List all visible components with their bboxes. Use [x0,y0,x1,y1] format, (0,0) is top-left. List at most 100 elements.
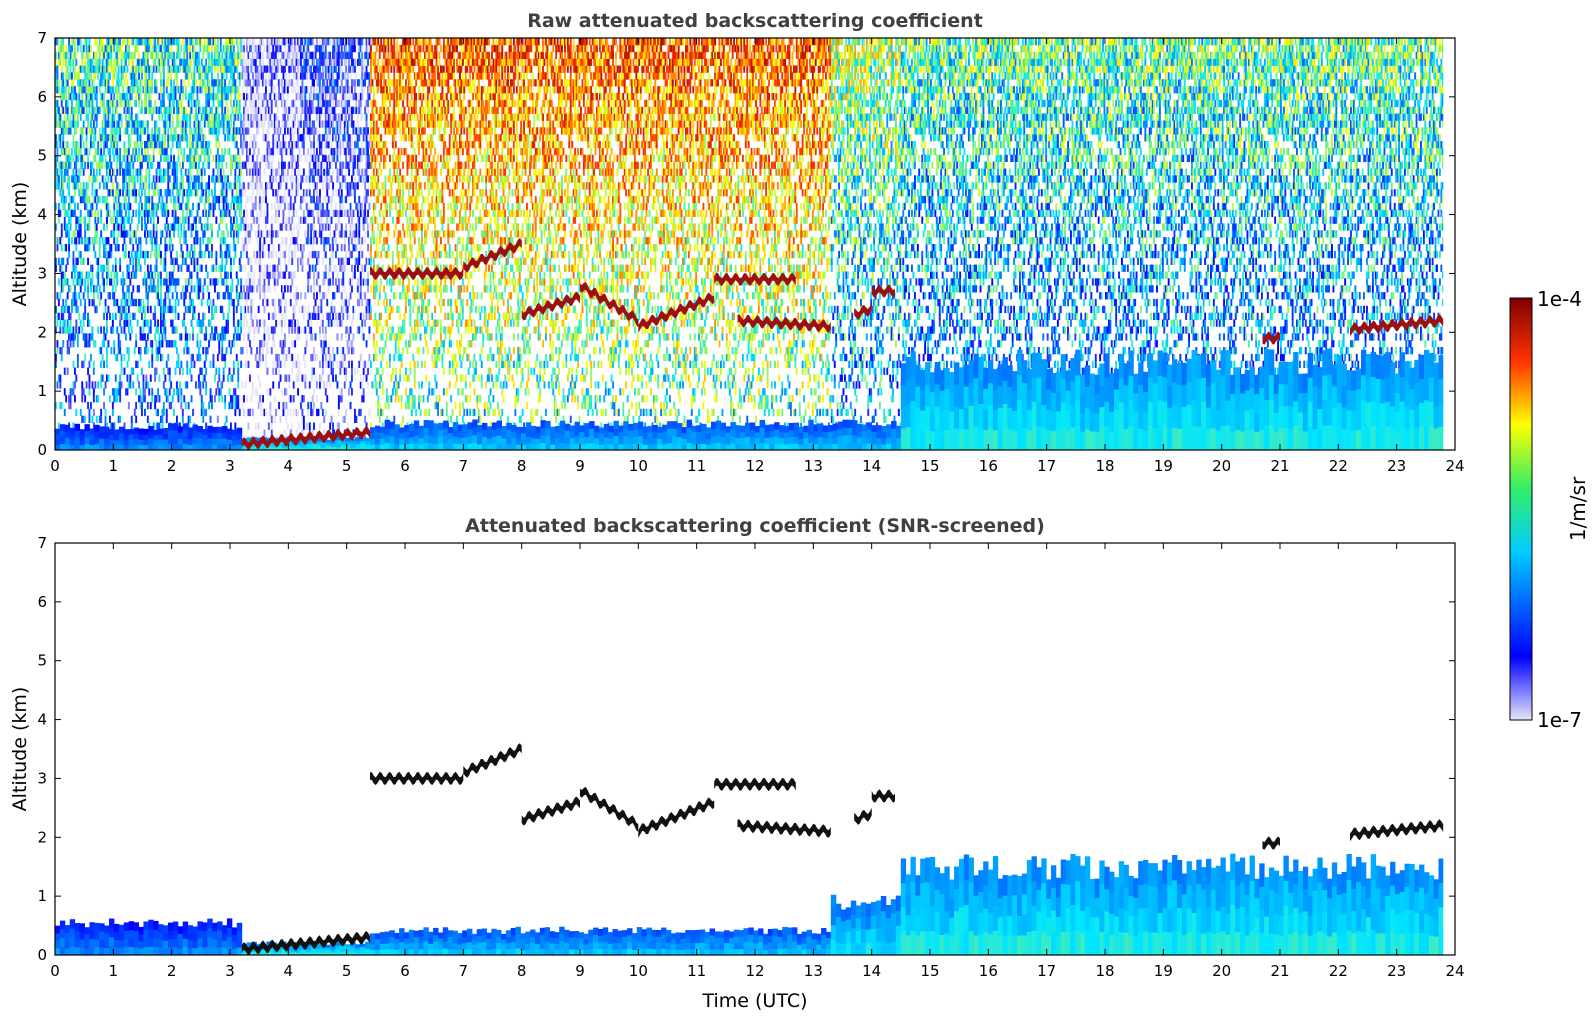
y-tick-label: 7 [37,534,47,552]
x-tick-label: 16 [979,962,998,980]
x-tick-label: 3 [225,457,235,475]
x-tick-label: 20 [1212,457,1231,475]
cloud-layer-5 [638,798,714,839]
x-tick-label: 7 [459,457,469,475]
cloud-layer-9 [872,789,895,803]
cloud-layer-4 [580,282,638,327]
colorbar: 1e-4 1e-7 1/m/sr [1510,287,1590,732]
x-tick-label: 19 [1154,962,1173,980]
raw-panel-title: Raw attenuated backscattering coefficien… [527,10,983,32]
cloud-layer-7 [738,819,831,837]
x-tick-label: 11 [687,962,706,980]
no-data-region [1443,543,1455,955]
x-tick-label: 12 [745,962,764,980]
x-tick-label: 23 [1387,457,1406,475]
x-tick-label: 6 [400,457,410,475]
x-tick-label: 21 [1270,962,1289,980]
snr-y-axis-label: Altitude (km) [9,687,31,812]
x-tick-label: 8 [517,457,527,475]
x-tick-label: 18 [1095,962,1114,980]
background-layer-0 [55,423,242,450]
y-tick-label: 0 [37,946,47,964]
snr-panel-title: Attenuated backscattering coefficient (S… [465,515,1045,537]
x-tick-label: 4 [284,457,294,475]
x-tick-label: 13 [804,962,823,980]
x-tick-label: 22 [1329,962,1348,980]
x-tick-label: 9 [575,962,585,980]
x-tick-label: 20 [1212,962,1231,980]
x-tick-label: 24 [1445,962,1464,980]
cloud-layer-2 [463,743,521,777]
background-layer-2 [370,927,831,956]
x-tick-label: 6 [400,962,410,980]
background-layer-4 [901,854,1444,956]
y-tick-label: 3 [37,264,47,282]
x-tick-label: 19 [1154,457,1173,475]
x-tick-label: 17 [1037,962,1056,980]
y-tick-label: 4 [37,711,47,729]
y-tick-label: 2 [37,828,47,846]
x-tick-label: 10 [629,457,648,475]
x-tick-label: 2 [167,457,177,475]
x-tick-label: 2 [167,962,177,980]
x-tick-label: 3 [225,962,235,980]
x-tick-label: 21 [1270,457,1289,475]
raw-backscatter-panel: Raw attenuated backscattering coefficien… [9,10,1465,475]
x-tick-label: 14 [862,457,881,475]
cloud-layer-4 [580,787,638,832]
x-tick-label: 15 [920,457,939,475]
x-tick-label: 5 [342,962,352,980]
raw-heatmap [55,38,1455,451]
no-data-region [1443,38,1455,450]
y-tick-label: 4 [37,206,47,224]
x-tick-label: 16 [979,457,998,475]
y-tick-label: 3 [37,769,47,787]
snr-screened-panel: Attenuated backscattering coefficient (S… [9,515,1465,1012]
y-tick-label: 5 [37,652,47,670]
y-tick-label: 0 [37,441,47,459]
y-tick-label: 7 [37,29,47,47]
x-tick-label: 24 [1445,457,1464,475]
y-tick-label: 6 [37,593,47,611]
cloud-layer-10 [1263,836,1281,849]
colorbar-unit-label: 1/m/sr [1566,476,1590,541]
x-tick-label: 1 [109,962,119,980]
background-layer-2 [370,420,901,451]
x-tick-label: 15 [920,962,939,980]
x-tick-label: 18 [1095,457,1114,475]
x-tick-label: 8 [517,962,527,980]
x-axis-label: Time (UTC) [701,990,807,1012]
x-tick-label: 0 [50,457,60,475]
y-tick-label: 6 [37,88,47,106]
y-tick-label: 5 [37,147,47,165]
x-tick-label: 13 [804,457,823,475]
background-layer-3 [831,895,902,956]
background-layer-0 [55,918,242,955]
colorbar-min-label: 1e-7 [1537,708,1582,732]
cloud-layer-11 [1350,819,1443,841]
x-tick-label: 14 [862,962,881,980]
cloud-layer-8 [854,808,872,825]
cloud-layer-9 [872,284,895,298]
x-tick-label: 0 [50,962,60,980]
y-tick-label: 2 [37,323,47,341]
cloud-layer-6 [714,778,796,792]
x-tick-label: 7 [459,962,469,980]
x-tick-label: 12 [745,457,764,475]
y-tick-label: 1 [37,382,47,400]
x-tick-label: 9 [575,457,585,475]
background-layer-3 [901,349,1444,451]
x-tick-label: 11 [687,457,706,475]
x-tick-label: 5 [342,457,352,475]
x-tick-label: 22 [1329,457,1348,475]
snr-heatmap [55,543,1455,956]
raw-y-axis-label: Altitude (km) [9,182,31,307]
cloud-layer-3 [522,796,580,825]
colorbar-max-label: 1e-4 [1537,287,1582,311]
x-tick-label: 10 [629,962,648,980]
colorbar-gradient [1510,298,1532,720]
x-tick-label: 17 [1037,457,1056,475]
x-tick-label: 23 [1387,962,1406,980]
y-tick-label: 1 [37,887,47,905]
